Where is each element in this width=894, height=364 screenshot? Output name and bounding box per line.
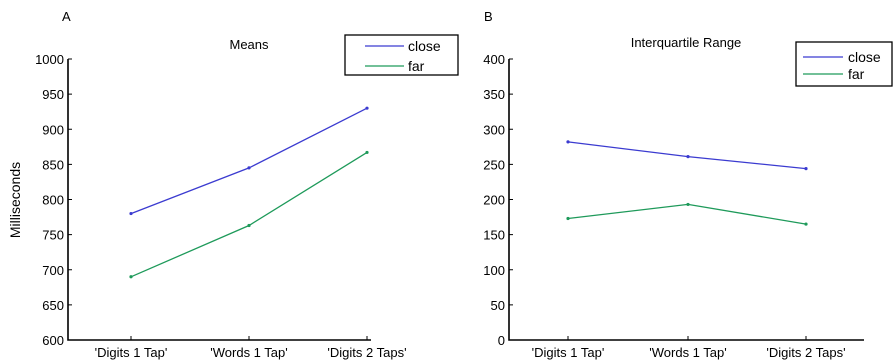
y-ticks-a: 600 650 700 750 800 850 900 950 1000 [35, 52, 72, 348]
series-line-far-b [567, 203, 807, 225]
axes-b [508, 59, 864, 341]
series-line-close-a [130, 107, 368, 215]
x-tick-label-a: 'Words 1 Tap' [210, 345, 287, 360]
chart-title-b: Interquartile Range [631, 35, 742, 50]
chart-title-a: Means [229, 37, 269, 52]
y-tick-label-b: 150 [483, 228, 505, 243]
legend-label-close-a: close [408, 38, 441, 54]
panel-label-b: B [484, 9, 493, 24]
x-tick-label-a: 'Digits 2 Taps' [327, 345, 406, 360]
y-tick-label-a: 900 [42, 122, 64, 137]
legend-a: close far [344, 34, 459, 76]
x-tick-label-b: 'Words 1 Tap' [649, 345, 726, 360]
x-ticks-a: 'Digits 1 Tap' 'Words 1 Tap' 'Digits 2 Tap… [95, 336, 407, 360]
data-point-far-b [804, 222, 808, 226]
y-tick-label-a: 700 [42, 263, 64, 278]
y-tick-label-a: 800 [42, 193, 64, 208]
panel-label-a: A [62, 9, 71, 24]
axes-a [67, 59, 371, 341]
data-point-close-a [247, 166, 251, 170]
data-point-close-a [365, 106, 369, 110]
y-tick-label-a: 650 [42, 298, 64, 313]
x-tick-label-b: 'Digits 1 Tap' [532, 345, 605, 360]
y-tick-label-b: 0 [498, 333, 505, 348]
x-tick-label-a: 'Digits 1 Tap' [95, 345, 168, 360]
data-point-close-a [129, 211, 133, 216]
panel-b: B Interquartile Range 0 50 100 150 200 250 300… [483, 9, 893, 360]
y-tick-label-a: 600 [42, 333, 64, 348]
data-point-far-a [247, 223, 251, 228]
y-tick-label-b: 200 [483, 193, 505, 208]
series-line-far-a [130, 151, 368, 278]
legend-label-close-b: close [848, 49, 881, 65]
data-point-close-b [804, 166, 808, 171]
series-lines-b [566, 140, 808, 226]
legend-box-a [344, 34, 459, 76]
series-lines-a [129, 106, 369, 279]
legend-box-b [795, 41, 893, 87]
y-tick-label-b: 250 [483, 157, 505, 172]
x-tick-label-b: 'Digits 2 Taps' [766, 345, 845, 360]
y-tick-label-b: 100 [483, 263, 505, 278]
legend-b: close far [795, 41, 893, 87]
y-tick-label-b: 300 [483, 122, 505, 137]
y-tick-label-a: 950 [42, 87, 64, 102]
y-tick-label-a: 850 [42, 157, 64, 172]
y-axis-label-a: Milliseconds [7, 162, 23, 238]
data-point-far-a [365, 150, 369, 155]
data-point-far-b [566, 216, 570, 221]
data-point-close-b [686, 155, 690, 159]
y-tick-label-b: 400 [483, 52, 505, 67]
y-tick-label-b: 350 [483, 87, 505, 102]
y-ticks-b: 0 50 100 150 200 250 300 350 400 [483, 52, 513, 348]
y-tick-label-a: 1000 [35, 52, 64, 67]
legend-label-far-b: far [848, 66, 865, 82]
data-point-close-b [566, 140, 570, 144]
panel-a: A Means Milliseconds 600 650 700 750 800 850 9… [7, 9, 459, 360]
data-point-far-a [129, 275, 133, 279]
y-tick-label-a: 750 [42, 228, 64, 243]
data-point-far-b [686, 202, 690, 207]
y-tick-label-b: 50 [491, 298, 505, 313]
legend-label-far-a: far [408, 58, 425, 74]
x-ticks-b: 'Digits 1 Tap' 'Words 1 Tap' 'Digits 2 Tap… [532, 336, 846, 360]
series-line-close-b [567, 141, 807, 170]
